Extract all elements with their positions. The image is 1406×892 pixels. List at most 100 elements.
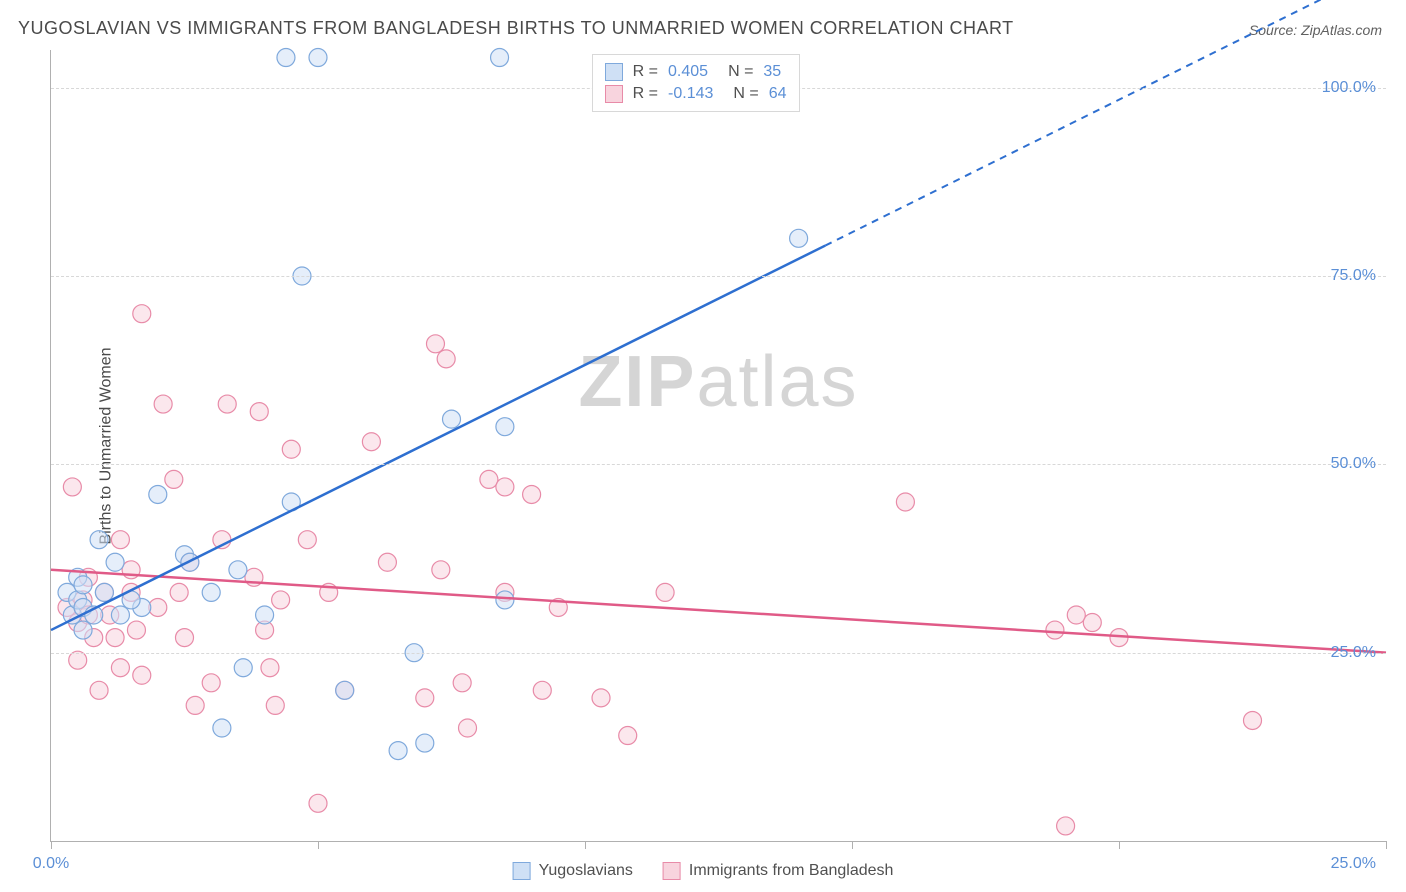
data-point xyxy=(453,674,471,692)
data-point xyxy=(133,666,151,684)
data-point xyxy=(309,49,327,67)
data-point xyxy=(63,478,81,496)
stat-n-value: 35 xyxy=(763,63,781,81)
data-point xyxy=(229,561,247,579)
gridline xyxy=(51,464,1386,465)
data-point xyxy=(480,470,498,488)
data-point xyxy=(133,305,151,323)
data-point xyxy=(336,681,354,699)
data-point xyxy=(432,561,450,579)
data-point xyxy=(437,350,455,368)
data-point xyxy=(127,621,145,639)
stat-r-value: -0.143 xyxy=(668,85,713,103)
legend-swatch-icon xyxy=(605,63,623,81)
data-point xyxy=(443,410,461,428)
data-point xyxy=(261,659,279,677)
legend-top: R = 0.405 N = 35 R = -0.143 N = 64 xyxy=(592,54,800,112)
data-point xyxy=(272,591,290,609)
legend-swatch-icon xyxy=(513,862,531,880)
data-point xyxy=(389,742,407,760)
data-point xyxy=(186,696,204,714)
legend-label: Immigrants from Bangladesh xyxy=(689,862,894,880)
legend-swatch-icon xyxy=(663,862,681,880)
data-point xyxy=(378,553,396,571)
plot-area: ZIPatlas 25.0%50.0%75.0%100.0%0.0%25.0% … xyxy=(50,50,1386,842)
data-point xyxy=(277,49,295,67)
data-point xyxy=(90,681,108,699)
data-point xyxy=(282,440,300,458)
data-point xyxy=(106,553,124,571)
data-point xyxy=(1046,621,1064,639)
x-tick xyxy=(51,841,52,849)
data-point xyxy=(95,583,113,601)
data-point xyxy=(234,659,252,677)
data-point xyxy=(165,470,183,488)
data-point xyxy=(111,659,129,677)
x-tick-label: 0.0% xyxy=(33,855,69,873)
data-point xyxy=(218,395,236,413)
gridline xyxy=(51,653,1386,654)
legend-item-bangladesh: Immigrants from Bangladesh xyxy=(663,862,894,880)
data-point xyxy=(74,576,92,594)
y-tick-label: 50.0% xyxy=(1331,455,1376,473)
data-point xyxy=(1083,614,1101,632)
stat-n-label: N = xyxy=(728,63,753,81)
legend-stat-row: R = 0.405 N = 35 xyxy=(605,61,787,83)
data-point xyxy=(459,719,477,737)
data-point xyxy=(426,335,444,353)
x-tick-label: 25.0% xyxy=(1331,855,1376,873)
data-point xyxy=(69,651,87,669)
y-tick-label: 25.0% xyxy=(1331,644,1376,662)
data-point xyxy=(202,583,220,601)
data-point xyxy=(250,403,268,421)
legend-item-yugoslavians: Yugoslavians xyxy=(513,862,633,880)
data-point xyxy=(1067,606,1085,624)
legend-stat-row: R = -0.143 N = 64 xyxy=(605,83,787,105)
data-point xyxy=(523,485,541,503)
gridline xyxy=(51,276,1386,277)
stat-r-label: R = xyxy=(633,63,658,81)
data-point xyxy=(619,727,637,745)
data-point xyxy=(90,531,108,549)
x-tick xyxy=(585,841,586,849)
data-point xyxy=(149,598,167,616)
data-point xyxy=(496,418,514,436)
data-point xyxy=(266,696,284,714)
x-tick xyxy=(1119,841,1120,849)
x-tick xyxy=(318,841,319,849)
data-point xyxy=(309,794,327,812)
stat-r-value: 0.405 xyxy=(668,63,708,81)
legend-swatch-icon xyxy=(605,85,623,103)
stat-n-value: 64 xyxy=(769,85,787,103)
data-point xyxy=(790,229,808,247)
data-point xyxy=(656,583,674,601)
data-point xyxy=(362,433,380,451)
data-point xyxy=(496,591,514,609)
data-point xyxy=(496,478,514,496)
data-point xyxy=(416,734,434,752)
chart-title: YUGOSLAVIAN VS IMMIGRANTS FROM BANGLADES… xyxy=(18,18,1014,39)
data-point xyxy=(416,689,434,707)
data-point xyxy=(213,719,231,737)
data-point xyxy=(106,629,124,647)
data-point xyxy=(298,531,316,549)
data-point xyxy=(170,583,188,601)
legend-bottom: Yugoslavians Immigrants from Bangladesh xyxy=(513,862,894,880)
stat-n-label: N = xyxy=(733,85,758,103)
data-point xyxy=(592,689,610,707)
x-tick xyxy=(852,841,853,849)
data-point xyxy=(491,49,509,67)
data-point xyxy=(896,493,914,511)
data-point xyxy=(1057,817,1075,835)
legend-label: Yugoslavians xyxy=(539,862,633,880)
data-point xyxy=(176,629,194,647)
trend-line xyxy=(51,570,1386,653)
data-point xyxy=(111,606,129,624)
data-point xyxy=(149,485,167,503)
chart-svg xyxy=(51,50,1386,841)
x-tick xyxy=(1386,841,1387,849)
data-point xyxy=(1244,711,1262,729)
y-tick-label: 75.0% xyxy=(1331,267,1376,285)
data-point xyxy=(533,681,551,699)
data-point xyxy=(154,395,172,413)
